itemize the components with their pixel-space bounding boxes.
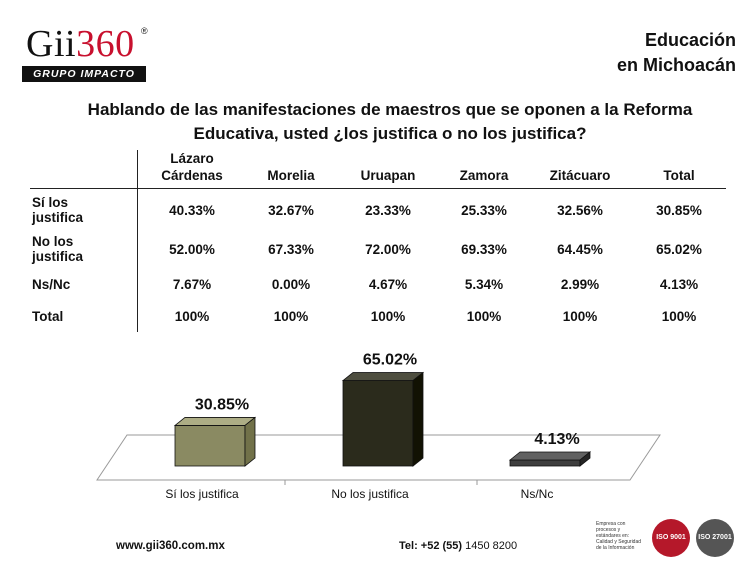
column-header-line1: Lázaro (170, 151, 214, 166)
column-header-line1: Zitácuaro (549, 168, 611, 183)
table-header-row: Lázaro Cárdenas Morelia Uruapan Zamora Zi… (30, 150, 726, 189)
bar-side (412, 371, 424, 467)
logo-wordmark: Gii360 (26, 22, 135, 66)
gii360-logo: Gii360 ® GRUPO IMPACTO (22, 22, 152, 84)
row-label-line2: justifica (32, 249, 84, 264)
column-header: Morelia (246, 150, 336, 189)
table-cell: 65.02% (656, 241, 702, 257)
table-cell: 2.99% (560, 276, 600, 292)
data-label: 30.85% (195, 396, 249, 413)
logo-registered-mark: ® (141, 26, 148, 36)
column-header: Zitácuaro (528, 150, 632, 189)
column-header: Total (632, 150, 726, 189)
table-cell: 67.33% (268, 241, 314, 257)
question-line1: Hablando de las manifestaciones de maest… (87, 100, 693, 119)
column-header: Uruapan (336, 150, 440, 189)
table-cell: 7.67% (172, 276, 212, 292)
bar-top (173, 417, 257, 426)
column-header-line1: Zamora (459, 168, 509, 183)
results-table: Lázaro Cárdenas Morelia Uruapan Zamora Zi… (30, 150, 726, 332)
column-header-line1: Morelia (267, 168, 315, 183)
table-cell: 40.33% (169, 202, 215, 218)
table-cell: 23.33% (365, 202, 411, 218)
table-cell: 0.00% (271, 276, 311, 292)
bar-side (244, 416, 256, 467)
x-axis-label: No los justifica (331, 487, 409, 501)
row-label: Ns/Nc (30, 268, 138, 300)
row-label: Total (30, 300, 138, 332)
row-label-line1: Sí los (32, 195, 69, 210)
data-label: 4.13% (534, 431, 579, 448)
table-row: No los justifica 52.00% 67.33% 72.00% 69.… (30, 230, 726, 268)
row-label-line1: No los (32, 234, 74, 249)
column-header-line2: Cárdenas (161, 168, 223, 183)
table-cell: 100% (273, 308, 309, 324)
column-header-line1: Uruapan (360, 168, 416, 183)
table-corner-cell (30, 150, 138, 189)
table-cell: 100% (466, 308, 502, 324)
table-row: Total 100% 100% 100% 100% 100% 100% (30, 300, 726, 332)
bar (342, 380, 414, 467)
bar-chart: 30.85% Sí los justifica 65.02% No los justi… (0, 340, 750, 530)
logo-word-360: 360 (76, 23, 135, 65)
footer-phone-label: Tel: +52 (55) (399, 540, 463, 552)
logo-word-gii: Gii (26, 23, 77, 65)
certification-text: Empresa con procesos y estándares en: Ca… (596, 521, 642, 551)
table-row: Ns/Nc 7.67% 0.00% 4.67% 5.34% 2.99% 4.13… (30, 268, 726, 300)
data-label: 65.02% (363, 352, 417, 369)
table-cell: 32.56% (557, 202, 603, 218)
x-axis-label: Sí los justifica (165, 487, 239, 501)
page-title: Educación en Michoacán (617, 28, 736, 78)
column-header: Zamora (440, 150, 528, 189)
table-cell: 30.85% (656, 202, 702, 218)
column-header-line1: Total (663, 168, 695, 183)
table-cell: 69.33% (461, 241, 507, 257)
row-label-line2: justifica (32, 210, 84, 225)
page-title-line1: Educación (644, 30, 736, 50)
certification-badges: Empresa con procesos y estándares en: Ca… (596, 519, 736, 559)
bar (509, 459, 581, 467)
iso-27001-seal: ISO 27001 (696, 519, 734, 557)
bar (174, 425, 246, 467)
bar-top (341, 372, 425, 381)
footer-website: www.gii360.com.mx (116, 540, 225, 552)
bar-side (579, 451, 591, 467)
table-cell: 64.45% (557, 241, 603, 257)
survey-question: Hablando de las manifestaciones de maest… (40, 98, 740, 146)
page-title-line2: en Michoacán (616, 55, 736, 75)
x-axis-label: Ns/Nc (521, 487, 554, 501)
table-cell: 72.00% (365, 241, 411, 257)
table-cell: 100% (661, 308, 697, 324)
table-cell: 5.34% (464, 276, 504, 292)
question-line2: Educativa, usted ¿los justifica o no los… (193, 124, 587, 143)
table-cell: 100% (562, 308, 598, 324)
footer-phone: Tel: +52 (55) 1450 8200 (399, 540, 517, 552)
column-header: Lázaro Cárdenas (137, 150, 246, 189)
table-cell: 100% (174, 308, 210, 324)
table-cell: 52.00% (169, 241, 215, 257)
footer-phone-number: 1450 8200 (465, 540, 518, 552)
table-cell: 4.13% (659, 276, 699, 292)
row-label: No los justifica (30, 230, 138, 268)
iso-9001-seal: ISO 9001 (652, 519, 690, 557)
table-row: Sí los justifica 40.33% 32.67% 23.33% 25.… (30, 188, 726, 230)
table-cell: 25.33% (461, 202, 507, 218)
table-cell: 4.67% (368, 276, 408, 292)
logo-tagline: GRUPO IMPACTO (22, 66, 146, 82)
bar-top (508, 451, 592, 461)
row-label: Sí los justifica (30, 188, 138, 230)
table-cell: 32.67% (268, 202, 314, 218)
bar-chart-svg: 30.85% Sí los justifica 65.02% No los justi… (96, 352, 661, 501)
table-cell: 100% (370, 308, 406, 324)
